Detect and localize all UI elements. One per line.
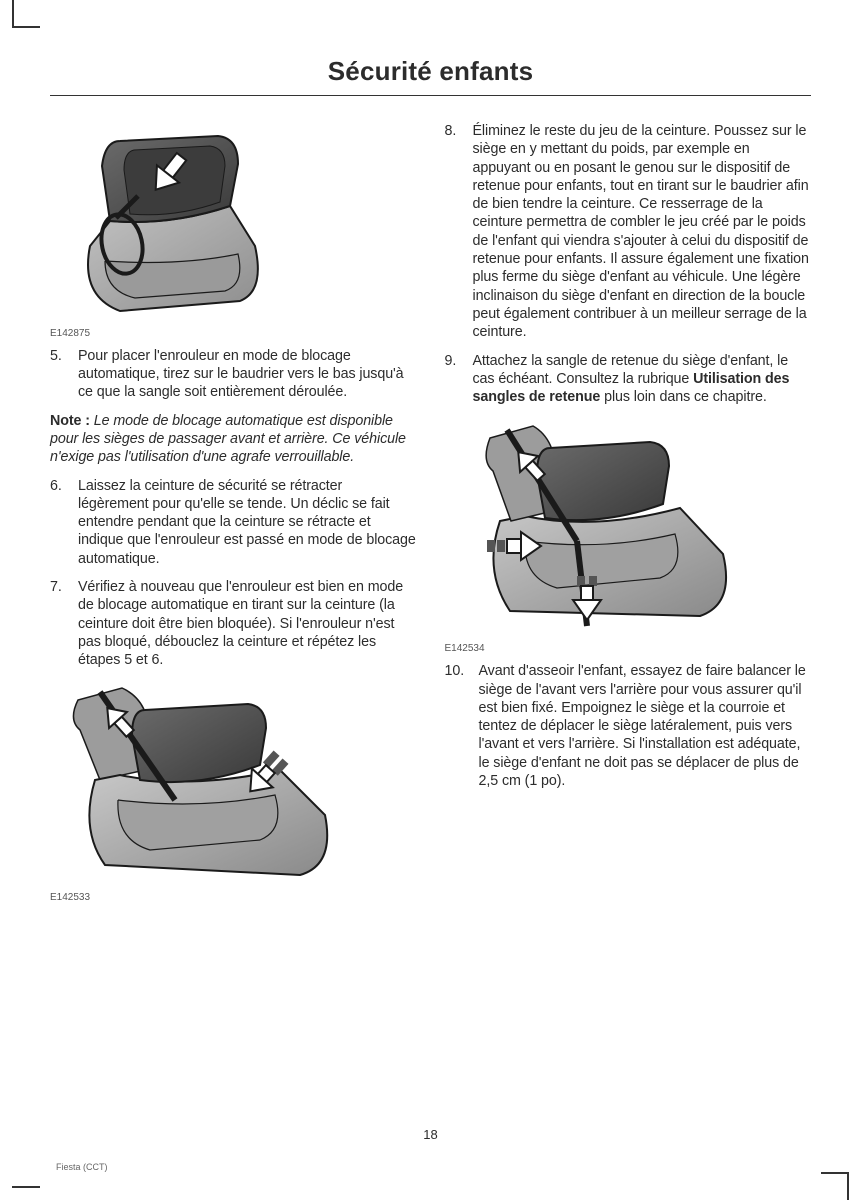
step-number: 8.: [445, 122, 473, 342]
figure-label-1: E142875: [50, 328, 417, 341]
step-5: 5. Pour placer l'enrouleur en mode de bl…: [50, 347, 417, 402]
step-number: 10.: [445, 662, 479, 790]
crop-mark-top-left: [12, 0, 40, 28]
step-number: 7.: [50, 578, 78, 669]
step-number: 6.: [50, 477, 78, 568]
step-text: Vérifiez à nouveau que l'enrouleur est b…: [78, 578, 417, 669]
crop-mark-bottom-left: [12, 1186, 40, 1200]
page-number: 18: [0, 1127, 861, 1142]
note-label: Note :: [50, 413, 94, 429]
steps-left-b: 6. Laissez la ceinture de sécurité se ré…: [50, 477, 417, 670]
step-text: Pour placer l'enrouleur en mode de bloca…: [78, 347, 417, 402]
content-columns: E142875 5. Pour placer l'enrouleur en mo…: [50, 122, 811, 910]
steps-left-a: 5. Pour placer l'enrouleur en mode de bl…: [50, 347, 417, 402]
footer-text: Fiesta (CCT): [56, 1162, 108, 1172]
step-text: Laissez la ceinture de sécurité se rétra…: [78, 477, 417, 568]
figure-label-2: E142533: [50, 892, 417, 905]
steps-right-a: 8. Éliminez le reste du jeu de la ceintu…: [445, 122, 812, 406]
steps-right-b: 10. Avant d'asseoir l'enfant, essayez de…: [445, 662, 812, 790]
figure-label-3: E142534: [445, 643, 812, 656]
step-text: Éliminez le reste du jeu de la ceinture.…: [473, 122, 812, 342]
step9-post: plus loin dans ce chapitre.: [600, 389, 766, 405]
right-column: 8. Éliminez le reste du jeu de la ceintu…: [445, 122, 812, 910]
step-6: 6. Laissez la ceinture de sécurité se ré…: [50, 477, 417, 568]
step-number: 5.: [50, 347, 78, 402]
note-text: Le mode de blocage automatique est dispo…: [50, 413, 406, 466]
step-number: 9.: [445, 352, 473, 407]
step-text: Attachez la sangle de retenue du siège d…: [473, 352, 812, 407]
figure-seat-bottom-left: [50, 680, 417, 890]
step-text: Avant d'asseoir l'enfant, essayez de fai…: [479, 662, 812, 790]
figure-seat-right: [445, 416, 812, 641]
left-column: E142875 5. Pour placer l'enrouleur en mo…: [50, 122, 417, 910]
step-7: 7. Vérifiez à nouveau que l'enrouleur es…: [50, 578, 417, 669]
step-10: 10. Avant d'asseoir l'enfant, essayez de…: [445, 662, 812, 790]
step-8: 8. Éliminez le reste du jeu de la ceintu…: [445, 122, 812, 342]
crop-mark-bottom-right: [821, 1172, 849, 1200]
page-title: Sécurité enfants: [50, 56, 811, 96]
figure-seat-top: [50, 126, 417, 326]
step-9: 9. Attachez la sangle de retenue du sièg…: [445, 352, 812, 407]
note-block: Note : Le mode de blocage automatique es…: [50, 412, 417, 467]
